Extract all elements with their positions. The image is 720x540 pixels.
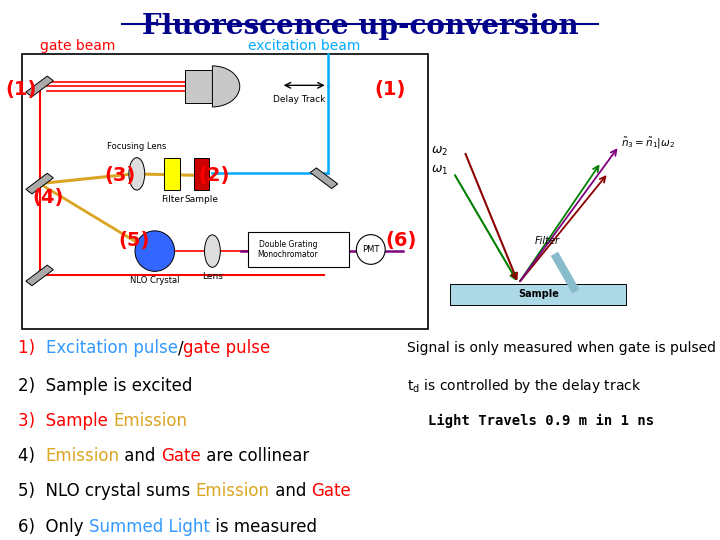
Text: (5): (5) — [119, 231, 150, 250]
Text: is measured: is measured — [210, 517, 317, 536]
Text: Filter: Filter — [161, 195, 184, 205]
Text: Signal is only measured when gate is pulsed: Signal is only measured when gate is pul… — [407, 341, 716, 355]
Text: Emission: Emission — [45, 447, 120, 465]
Text: Filter: Filter — [535, 235, 559, 246]
Text: Gate: Gate — [161, 447, 201, 465]
Text: (1): (1) — [6, 79, 37, 99]
Text: and: and — [269, 482, 311, 501]
Polygon shape — [26, 265, 53, 286]
Bar — [194, 158, 209, 190]
Text: $\omega_2$: $\omega_2$ — [431, 145, 449, 158]
Text: Emission: Emission — [196, 482, 269, 501]
Text: 5)  NLO crystal sums: 5) NLO crystal sums — [18, 482, 196, 501]
Text: NLO Crystal: NLO Crystal — [130, 276, 179, 286]
Text: Gate: Gate — [311, 482, 351, 501]
Text: Excitation pulse: Excitation pulse — [45, 339, 178, 357]
Text: (6): (6) — [385, 231, 417, 250]
Text: and: and — [120, 447, 161, 465]
Text: Summed Light: Summed Light — [89, 517, 210, 536]
Text: (3): (3) — [104, 166, 135, 185]
Text: Delay Track: Delay Track — [273, 94, 325, 104]
Text: PMT: PMT — [362, 245, 379, 254]
Bar — [185, 70, 212, 103]
Bar — [22, 54, 428, 329]
Text: 2)  Sample is excited: 2) Sample is excited — [18, 377, 192, 395]
Text: Focusing Lens: Focusing Lens — [107, 142, 166, 151]
Bar — [248, 232, 349, 267]
Text: Lens: Lens — [202, 272, 222, 281]
Text: 4): 4) — [18, 447, 45, 465]
Text: 3)  Sample: 3) Sample — [18, 412, 113, 430]
Text: $\tilde{n}_3 = \tilde{n}_1 | \omega_2$: $\tilde{n}_3 = \tilde{n}_1 | \omega_2$ — [621, 136, 675, 151]
Text: (1): (1) — [374, 79, 406, 99]
Text: 1): 1) — [18, 339, 45, 357]
Ellipse shape — [129, 158, 145, 190]
Polygon shape — [26, 76, 53, 97]
Text: /: / — [178, 339, 184, 357]
Polygon shape — [26, 173, 53, 194]
Text: (2): (2) — [198, 166, 230, 185]
Bar — [450, 284, 626, 305]
Polygon shape — [310, 168, 338, 188]
Text: gate beam: gate beam — [40, 39, 115, 53]
Ellipse shape — [204, 235, 220, 267]
Text: Light Travels 0.9 m in 1 ns: Light Travels 0.9 m in 1 ns — [428, 414, 654, 428]
Text: Fluorescence up-conversion: Fluorescence up-conversion — [142, 14, 578, 40]
Text: Sample: Sample — [184, 195, 219, 205]
Text: Emission: Emission — [113, 412, 187, 430]
Text: $\omega_1$: $\omega_1$ — [431, 164, 449, 177]
Text: are collinear: are collinear — [201, 447, 309, 465]
Ellipse shape — [135, 231, 175, 271]
Text: Sample: Sample — [518, 289, 559, 299]
Bar — [164, 158, 180, 190]
Text: 6)  Only: 6) Only — [18, 517, 89, 536]
Wedge shape — [212, 66, 240, 107]
Text: (4): (4) — [32, 187, 64, 207]
Text: excitation beam: excitation beam — [248, 39, 361, 53]
Text: Double Grating
Monochromator: Double Grating Monochromator — [258, 240, 318, 259]
Text: t$_\mathregular{d}$ is controlled by the delay track: t$_\mathregular{d}$ is controlled by the… — [407, 377, 641, 395]
Text: gate pulse: gate pulse — [184, 339, 271, 357]
Ellipse shape — [356, 234, 385, 264]
